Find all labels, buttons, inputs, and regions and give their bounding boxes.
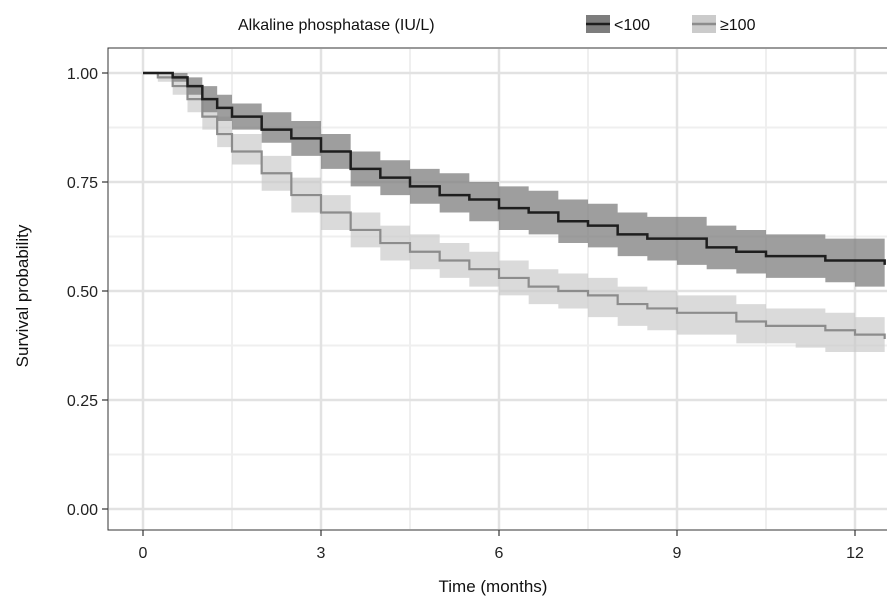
y-tick-label: 0.50 (67, 284, 98, 301)
confidence-band-0 (143, 73, 885, 287)
legend-label-0: <100 (614, 17, 650, 34)
legend-label-1: ≥100 (720, 17, 756, 34)
legend: Alkaline phosphatase (IU/L) <100 ≥100 (238, 15, 756, 34)
legend-item-0: <100 (586, 15, 650, 34)
y-tick-label: 0.00 (67, 502, 98, 519)
y-tick-label: 0.75 (67, 175, 98, 192)
survival-lines (143, 71, 886, 339)
survival-line-0 (143, 71, 886, 265)
grid (109, 49, 887, 529)
x-tick-label: 12 (846, 545, 864, 562)
y-tick-label: 1.00 (67, 66, 98, 83)
x-tick-label: 6 (495, 545, 504, 562)
x-tick-label: 0 (139, 545, 148, 562)
legend-item-1: ≥100 (692, 15, 756, 34)
legend-title: Alkaline phosphatase (IU/L) (238, 17, 435, 34)
axes: 0 3 6 9 12 0.00 0.25 0.50 0.75 1.00 (67, 66, 864, 562)
y-tick-label: 0.25 (67, 393, 98, 410)
x-tick-label: 3 (317, 545, 326, 562)
survival-line-1 (143, 71, 886, 339)
x-tick-label: 9 (673, 545, 682, 562)
x-axis-title: Time (months) (439, 577, 548, 596)
y-axis-title: Survival probability (13, 224, 32, 367)
